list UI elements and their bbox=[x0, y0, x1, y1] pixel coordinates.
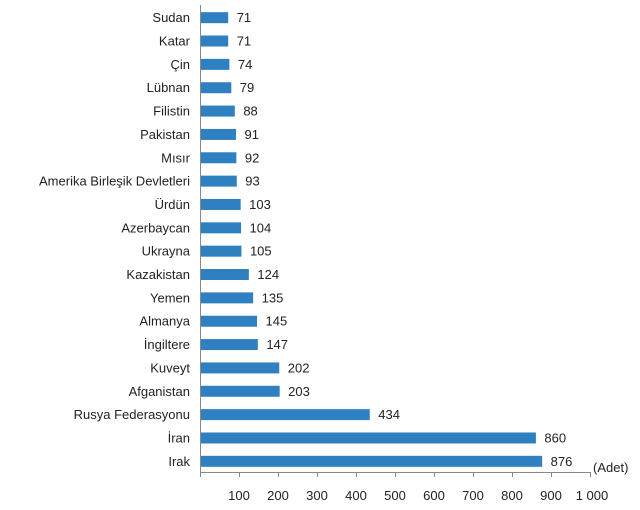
x-tick-label: 700 bbox=[462, 488, 484, 503]
x-tick-label: 200 bbox=[267, 488, 289, 503]
category-label: Amerika Birleşik Devletleri bbox=[39, 174, 190, 189]
category-label: Irak bbox=[168, 454, 190, 469]
bar bbox=[200, 175, 237, 187]
bar bbox=[200, 245, 242, 257]
value-label: 124 bbox=[257, 267, 279, 282]
x-unit-label: (Adet) bbox=[593, 460, 628, 475]
bar bbox=[200, 385, 280, 397]
value-label: 104 bbox=[250, 220, 272, 235]
x-tick-label: 1 000 bbox=[576, 488, 609, 503]
x-tick-labels-group: 100 200 300 400 500 600 700 800 900 1 000 bbox=[228, 488, 608, 503]
bar bbox=[200, 222, 242, 234]
bar bbox=[200, 12, 229, 24]
bar bbox=[200, 292, 254, 304]
value-label: 71 bbox=[237, 10, 251, 25]
x-ticks-group bbox=[200, 472, 591, 477]
category-label: Mısır bbox=[161, 150, 191, 165]
value-label: 147 bbox=[266, 337, 288, 352]
value-label: 71 bbox=[237, 34, 251, 49]
value-label: 135 bbox=[262, 290, 284, 305]
x-tick-label: 800 bbox=[501, 488, 523, 503]
category-label: Yemen bbox=[150, 290, 190, 305]
bar bbox=[200, 82, 232, 94]
value-label: 88 bbox=[243, 104, 257, 119]
value-label: 91 bbox=[244, 127, 258, 142]
category-label: Afganistan bbox=[129, 384, 190, 399]
category-label: Pakistan bbox=[140, 127, 190, 142]
category-label: Katar bbox=[159, 34, 191, 49]
value-label: 145 bbox=[266, 314, 288, 329]
category-label: İran bbox=[168, 430, 190, 445]
value-label: 876 bbox=[551, 454, 573, 469]
category-label: Filistin bbox=[153, 104, 190, 119]
bar bbox=[200, 105, 235, 117]
bar bbox=[200, 362, 280, 374]
category-label: Almanya bbox=[139, 314, 190, 329]
category-label: Ukrayna bbox=[142, 244, 191, 259]
value-label: 202 bbox=[288, 360, 310, 375]
x-tick-label: 300 bbox=[306, 488, 328, 503]
category-label: Sudan bbox=[152, 10, 190, 25]
x-tick-label: 600 bbox=[423, 488, 445, 503]
x-tick-label: 900 bbox=[540, 488, 562, 503]
bar bbox=[200, 339, 258, 351]
category-label: Rusya Federasyonu bbox=[74, 407, 190, 422]
value-label: 860 bbox=[544, 430, 566, 445]
value-label: 203 bbox=[288, 384, 310, 399]
x-tick-label: 400 bbox=[345, 488, 367, 503]
bar bbox=[200, 152, 237, 164]
bar bbox=[200, 128, 236, 140]
value-label: 103 bbox=[249, 197, 271, 212]
value-labels-group: 71 71 74 79 88 91 92 93 103 104 105 124 135 145 147202… bbox=[237, 10, 573, 469]
bar bbox=[200, 455, 543, 467]
bar bbox=[200, 432, 536, 444]
bar bbox=[200, 315, 258, 327]
category-label: İngiltere bbox=[144, 337, 190, 352]
category-label: Kuveyt bbox=[150, 360, 190, 375]
bar bbox=[200, 58, 230, 70]
bar bbox=[200, 35, 229, 47]
category-label: Azerbaycan bbox=[121, 220, 190, 235]
bar bbox=[200, 269, 249, 281]
value-label: 434 bbox=[378, 407, 400, 422]
value-label: 74 bbox=[238, 57, 252, 72]
value-label: 92 bbox=[245, 150, 259, 165]
category-label: Çin bbox=[170, 57, 190, 72]
category-labels-group: Sudan Katar Çin Lübnan Filistin Pakistan Mısır… bbox=[39, 10, 191, 469]
value-label: 93 bbox=[245, 174, 259, 189]
x-tick-label: 500 bbox=[384, 488, 406, 503]
value-label: 105 bbox=[250, 244, 272, 259]
category-label: Ürdün bbox=[155, 197, 190, 212]
bar bbox=[200, 198, 241, 210]
bar bbox=[200, 409, 370, 421]
x-tick-label: 100 bbox=[228, 488, 250, 503]
value-label: 79 bbox=[240, 80, 254, 95]
category-label: Kazakistan bbox=[126, 267, 190, 282]
bars-group bbox=[200, 12, 543, 467]
category-label: Lübnan bbox=[147, 80, 190, 95]
